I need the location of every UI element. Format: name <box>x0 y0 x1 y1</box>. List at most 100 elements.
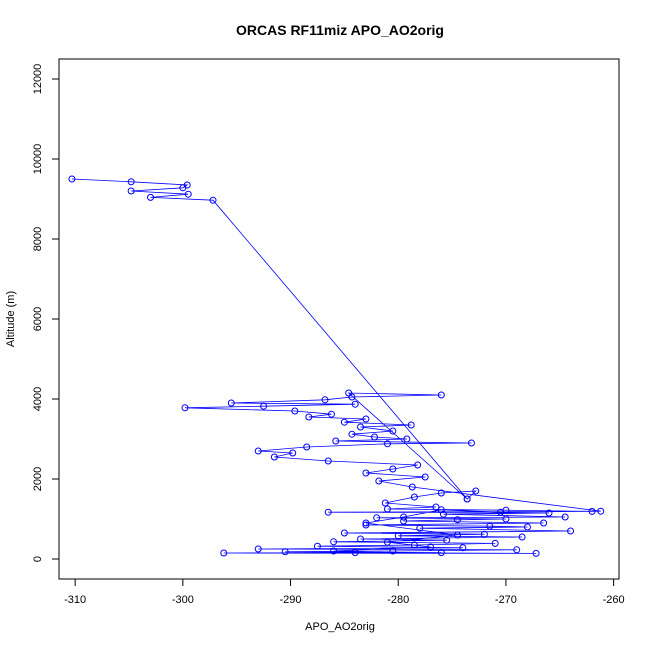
data-point <box>348 430 356 438</box>
data-point <box>147 193 155 201</box>
data-point <box>260 402 268 410</box>
data-point <box>427 543 435 551</box>
data-point <box>491 539 499 547</box>
y-tick-label: 12000 <box>32 64 44 95</box>
data-point <box>184 190 192 198</box>
data-point <box>340 529 348 537</box>
x-tick-label: -290 <box>280 594 302 606</box>
data-point <box>303 443 311 451</box>
data-point <box>463 495 471 503</box>
y-axis: 0 2000 4000 6000 8000 10000 12000 <box>32 64 60 562</box>
data-point <box>371 433 379 441</box>
x-axis-label: APO_AO2orig <box>305 621 375 633</box>
data-point <box>362 519 370 527</box>
data-point <box>518 533 526 541</box>
data-point <box>453 516 461 524</box>
data-point <box>389 465 397 473</box>
y-tick-label: 0 <box>32 556 44 562</box>
data-point <box>321 396 329 404</box>
data-point <box>407 421 415 429</box>
x-tick-label: -310 <box>64 594 86 606</box>
data-point <box>561 513 569 521</box>
x-tick-label: -270 <box>495 594 517 606</box>
data-point <box>472 487 480 495</box>
data-point <box>254 545 262 553</box>
data-point <box>394 532 402 540</box>
data-point <box>362 415 370 423</box>
data-point <box>532 549 540 557</box>
y-tick-label: 4000 <box>32 387 44 411</box>
data-point <box>281 548 289 556</box>
data-point <box>254 447 262 455</box>
data-point <box>383 440 391 448</box>
data-point <box>437 506 445 514</box>
x-tick-label: -260 <box>603 594 625 606</box>
data-point <box>375 477 383 485</box>
y-tick-label: 2000 <box>32 467 44 491</box>
x-tick-label: -280 <box>387 594 409 606</box>
data-point <box>588 507 596 515</box>
data-series <box>68 175 605 557</box>
data-point <box>443 536 451 544</box>
data-point <box>480 530 488 538</box>
data-point <box>421 473 429 481</box>
data-point <box>513 546 521 554</box>
data-point <box>486 522 494 530</box>
data-point <box>313 542 321 550</box>
data-point <box>345 389 353 397</box>
series-line <box>71 178 601 554</box>
data-point <box>437 489 445 497</box>
data-point <box>567 527 575 535</box>
data-point <box>416 524 424 532</box>
x-tick-label: -300 <box>172 594 194 606</box>
chart-title: ORCAS RF11miz APO_AO2orig <box>236 22 444 38</box>
data-point <box>340 418 348 426</box>
data-point <box>597 507 605 515</box>
x-axis: -310 -300 -290 -280 -270 -260 <box>64 578 625 606</box>
data-point <box>540 519 548 527</box>
data-point <box>497 508 505 516</box>
data-point <box>459 544 467 552</box>
y-tick-label: 8000 <box>32 227 44 251</box>
data-point <box>414 461 422 469</box>
data-point <box>362 469 370 477</box>
data-point <box>383 505 391 513</box>
data-point <box>324 508 332 516</box>
data-point <box>410 541 418 549</box>
data-point <box>209 196 217 204</box>
data-point <box>400 517 408 525</box>
data-point <box>327 410 335 418</box>
y-axis-label: Altitude (m) <box>5 291 17 347</box>
data-point <box>410 493 418 501</box>
data-point <box>357 535 365 543</box>
data-point <box>437 549 445 557</box>
data-point <box>305 413 313 421</box>
data-point <box>330 547 338 555</box>
data-point <box>332 437 340 445</box>
data-point <box>289 449 297 457</box>
data-point <box>453 531 461 539</box>
data-point <box>351 400 359 408</box>
data-point <box>373 514 381 522</box>
data-point <box>270 453 278 461</box>
data-point <box>439 510 447 518</box>
y-tick-label: 6000 <box>32 307 44 331</box>
data-point <box>523 523 531 531</box>
data-point <box>383 538 391 546</box>
data-point <box>389 427 397 435</box>
data-point <box>68 175 76 183</box>
data-point <box>502 515 510 523</box>
data-point <box>357 423 365 431</box>
data-point <box>220 549 228 557</box>
data-point <box>351 549 359 557</box>
data-point <box>179 184 187 192</box>
data-point <box>381 499 389 507</box>
data-point <box>389 547 397 555</box>
data-point <box>362 521 370 529</box>
plot-area <box>58 58 620 580</box>
data-point <box>467 439 475 447</box>
data-point <box>127 178 135 186</box>
data-point <box>127 187 135 195</box>
data-point <box>403 435 411 443</box>
